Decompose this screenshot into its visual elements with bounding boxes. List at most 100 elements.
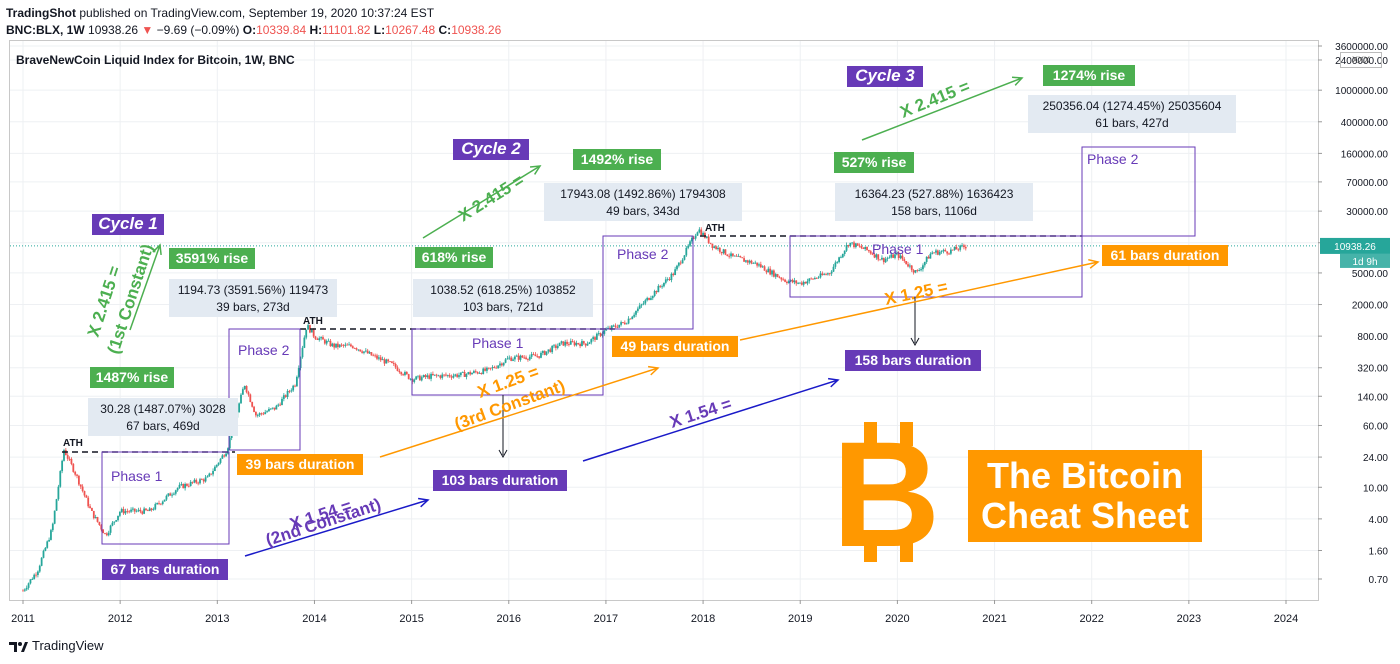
candle-body — [143, 508, 146, 514]
candle-body — [758, 264, 760, 266]
candle-body — [171, 494, 173, 496]
candle-body — [180, 483, 183, 485]
candle-body — [733, 255, 736, 257]
candle-body — [420, 377, 423, 381]
candle-body — [642, 303, 645, 305]
publisher-name[interactable]: TradingShot — [6, 6, 76, 20]
candle-body — [415, 376, 418, 380]
candle-body — [674, 269, 677, 276]
candle-body — [843, 250, 846, 254]
candle-body — [391, 361, 393, 363]
y-tick-label: 2400000.00 — [1335, 56, 1388, 67]
candle-body — [944, 249, 947, 252]
candle-body — [486, 367, 488, 371]
candle-body — [443, 374, 445, 376]
candle-body — [802, 281, 805, 285]
candle-body — [372, 355, 375, 357]
candle-body — [102, 529, 105, 534]
time-axis[interactable]: 2011 2012 2013 2014 2015 2016 2017 2018 2019 2020… — [11, 600, 1298, 625]
x-tick-label: 2017 — [594, 613, 618, 625]
candle-body — [556, 346, 559, 348]
candle-body — [648, 297, 650, 300]
candle-body — [551, 345, 554, 353]
candle-body — [251, 402, 254, 407]
phase2-label-cycle3: Phase 2 — [1087, 151, 1139, 167]
candle-body — [759, 264, 762, 268]
candle-body — [737, 256, 740, 257]
candle-body — [219, 458, 222, 463]
phase2-box-cycle3 — [1081, 146, 1196, 237]
axis-settings-button[interactable]: XXX — [1340, 52, 1382, 68]
candle-body — [141, 511, 144, 514]
candle-body — [424, 375, 427, 378]
cycle3-badge — [847, 66, 923, 87]
candle-body — [94, 517, 97, 519]
candle-body — [413, 379, 416, 382]
candle-body — [594, 337, 596, 340]
candle-body — [830, 271, 833, 274]
candle-body — [620, 322, 622, 325]
y-tick-label: 60.00 — [1363, 421, 1388, 432]
candle-body — [780, 277, 783, 280]
candle-body — [187, 485, 190, 487]
price-axis[interactable]: 3600000.00 2400000.00 1000000.00 400000.00 1… — [1318, 42, 1390, 586]
phase1-label-cycle2: Phase 1 — [472, 335, 524, 351]
pointer-103-head — [498, 449, 508, 459]
candle-body — [376, 355, 378, 359]
candle-body — [310, 329, 313, 333]
candle-body — [100, 525, 103, 530]
candle-body — [426, 375, 429, 378]
candle-body — [778, 277, 781, 278]
measure-box-4 — [544, 183, 742, 221]
phase1-box-cycle2 — [411, 328, 604, 396]
candle-body — [497, 365, 500, 369]
candle-body — [884, 258, 887, 263]
rise-badge-1-label: 1487% rise — [96, 369, 169, 385]
symbol-label[interactable]: BNC:BLX, 1W — [6, 23, 85, 37]
candle-body — [105, 533, 108, 536]
footer-brand[interactable]: TradingView — [32, 638, 104, 653]
candle-body — [407, 374, 410, 380]
candle-body — [853, 242, 855, 248]
candle-body — [946, 251, 949, 254]
candle-body — [245, 385, 248, 393]
candle-body — [631, 316, 634, 320]
publish-header: TradingShot published on TradingView.com… — [6, 6, 434, 20]
candle-body — [791, 279, 794, 283]
y-tick-label: 140.00 — [1357, 392, 1388, 403]
candle-body — [845, 245, 848, 251]
candle-body — [323, 339, 326, 344]
candle-body — [670, 273, 673, 281]
candle-body — [877, 254, 880, 260]
x-tick-label: 2015 — [399, 613, 423, 625]
candle-body — [331, 343, 334, 347]
candle-body — [584, 343, 587, 346]
candle-body — [881, 257, 883, 260]
candle-body — [74, 471, 77, 475]
measure-box-5 — [835, 183, 1033, 221]
candle-body — [40, 557, 43, 566]
candle-body — [409, 378, 412, 380]
green-arrow-cycle1 — [129, 244, 161, 331]
candle-body — [854, 243, 857, 248]
candle-body — [208, 473, 211, 477]
candle-body — [418, 375, 421, 381]
candle-body — [690, 237, 693, 242]
candle-body — [804, 281, 807, 284]
candle-body — [698, 229, 701, 233]
candle-body — [200, 479, 203, 481]
y-tick-label: 30000.00 — [1346, 207, 1388, 218]
candle-body — [217, 462, 220, 465]
candle-body — [750, 260, 753, 264]
candle-body — [894, 254, 896, 258]
candle-body — [562, 341, 565, 346]
candle-body — [202, 479, 205, 482]
candle-body — [922, 265, 924, 270]
candle-body — [221, 455, 224, 459]
candle-body — [398, 370, 401, 373]
candle-body — [955, 246, 958, 250]
candle-body — [745, 260, 747, 262]
candle-body — [582, 341, 585, 344]
candle-body — [866, 246, 868, 251]
